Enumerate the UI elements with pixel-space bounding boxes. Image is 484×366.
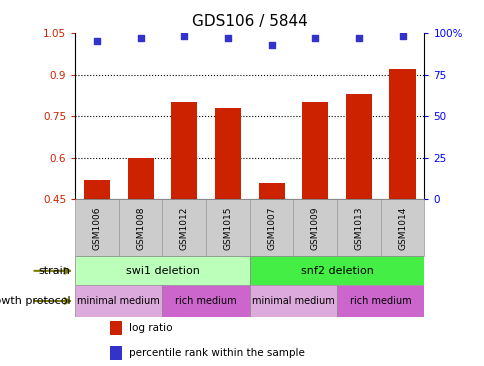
Bar xyxy=(162,199,206,256)
Text: rich medium: rich medium xyxy=(349,296,411,306)
Bar xyxy=(389,69,415,199)
Bar xyxy=(345,94,371,199)
Bar xyxy=(293,199,336,256)
Bar xyxy=(258,183,284,199)
Point xyxy=(180,33,188,39)
Point xyxy=(354,35,362,41)
Bar xyxy=(249,199,293,256)
Bar xyxy=(119,199,162,256)
Bar xyxy=(249,256,424,285)
Bar xyxy=(302,102,328,199)
Title: GDS106 / 5844: GDS106 / 5844 xyxy=(192,14,307,29)
Bar xyxy=(336,285,424,317)
Bar xyxy=(336,199,380,256)
Point xyxy=(93,38,101,44)
Text: swi1 deletion: swi1 deletion xyxy=(125,266,199,276)
Text: log ratio: log ratio xyxy=(129,323,172,333)
Text: GSM1012: GSM1012 xyxy=(180,206,188,250)
Text: growth protocol: growth protocol xyxy=(0,296,70,306)
Text: minimal medium: minimal medium xyxy=(77,296,160,306)
Text: percentile rank within the sample: percentile rank within the sample xyxy=(129,348,304,358)
Bar xyxy=(75,199,119,256)
Bar xyxy=(249,285,336,317)
Bar xyxy=(214,108,241,199)
Bar xyxy=(110,346,122,359)
Text: GSM1014: GSM1014 xyxy=(397,206,406,250)
Text: minimal medium: minimal medium xyxy=(252,296,334,306)
Text: GSM1008: GSM1008 xyxy=(136,206,145,250)
Bar xyxy=(75,256,249,285)
Bar xyxy=(162,285,249,317)
Text: GSM1013: GSM1013 xyxy=(354,206,363,250)
Bar xyxy=(110,321,122,335)
Text: rich medium: rich medium xyxy=(175,296,237,306)
Text: GSM1009: GSM1009 xyxy=(310,206,319,250)
Point xyxy=(136,35,144,41)
Text: snf2 deletion: snf2 deletion xyxy=(300,266,373,276)
Bar xyxy=(171,102,197,199)
Bar xyxy=(380,199,424,256)
Bar xyxy=(84,180,110,199)
Bar xyxy=(206,199,249,256)
Bar xyxy=(127,158,153,199)
Point xyxy=(267,42,275,48)
Bar xyxy=(75,285,162,317)
Text: strain: strain xyxy=(38,266,70,276)
Text: GSM1006: GSM1006 xyxy=(92,206,101,250)
Text: GSM1007: GSM1007 xyxy=(267,206,275,250)
Point xyxy=(311,35,318,41)
Point xyxy=(398,33,406,39)
Point xyxy=(224,35,231,41)
Text: GSM1015: GSM1015 xyxy=(223,206,232,250)
